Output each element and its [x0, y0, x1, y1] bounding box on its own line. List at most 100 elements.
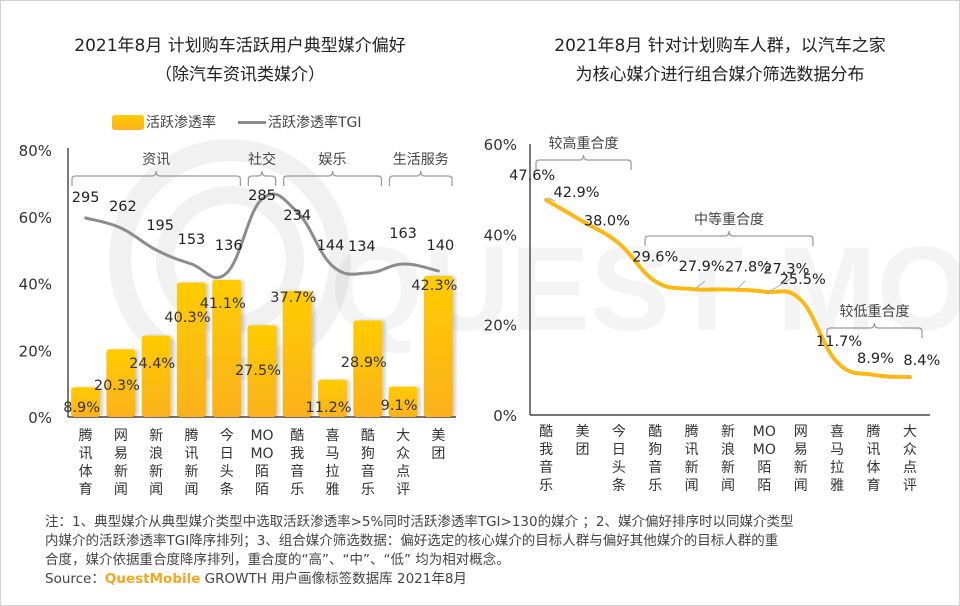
bar [141, 335, 171, 417]
x-category-label: 腾 [79, 427, 93, 444]
bar-value-label: 8.9% [63, 400, 100, 416]
point-value-label: 47.6% [509, 168, 555, 184]
x-category-label: 闻 [149, 482, 163, 498]
group-0-label: 资讯 [142, 152, 170, 168]
left-title-line1: 2021年8月 计划购车活跃用户典型媒介偏好 [74, 36, 406, 56]
point-value-label: 8.4% [903, 353, 940, 369]
bar [71, 387, 101, 417]
bar-value-label: 41.1% [200, 296, 246, 312]
y-tick-label: 80% [19, 142, 52, 160]
bar-value-label: 24.4% [129, 356, 175, 372]
x-category-label: 音 [539, 459, 553, 476]
x-category-label: 雅 [830, 478, 844, 494]
bar [423, 275, 453, 417]
tgi-label: 262 [109, 199, 137, 215]
x-category-label: 马 [326, 446, 340, 462]
x-category-label: 易 [794, 442, 808, 458]
tgi-label: 140 [427, 238, 455, 254]
x-category-label: 喜 [830, 424, 844, 440]
x-category-label: 腾 [184, 427, 198, 444]
x-category-label: 音 [290, 463, 304, 480]
x-category-label: 美 [576, 424, 590, 440]
x-category-label: 乐 [648, 478, 662, 494]
bar-value-label: 40.3% [164, 310, 210, 326]
x-category-label: MO [250, 446, 273, 462]
x-category-label: 狗 [361, 446, 375, 462]
group-5-bracket [247, 170, 277, 186]
x-category-label: 闻 [184, 482, 198, 498]
y-tick-label: 60% [19, 209, 52, 227]
point-value-label: 25.5% [780, 272, 826, 288]
x-category-label: 易 [114, 446, 128, 462]
x-category-label: 音 [648, 459, 662, 476]
x-category-label: 头 [220, 464, 234, 480]
x-category-label: 大 [396, 428, 410, 444]
x-category-label: 条 [220, 481, 234, 498]
x-category-label: 团 [576, 442, 590, 458]
x-category-label: 腾 [866, 423, 880, 440]
x-category-label: 众 [903, 442, 917, 458]
y-tick-label: 60% [484, 136, 517, 154]
x-category-label: 拉 [830, 460, 844, 476]
x-category-label: 雅 [326, 482, 340, 498]
bar [247, 325, 277, 417]
x-category-label: MO [753, 424, 776, 440]
x-category-label: 浪 [721, 442, 735, 458]
bar-value-label: 27.5% [235, 363, 281, 379]
overlap-group-1-bracket [644, 230, 814, 246]
note-line-1: 注：1、典型媒介从典型媒介类型中选取活跃渗透率>5%同时活跃渗透率TGI>130… [45, 514, 794, 530]
x-category-label: 头 [612, 460, 626, 476]
group-9-bracket [388, 170, 453, 186]
overlap-line [544, 198, 912, 380]
x-category-label: 酷 [290, 428, 304, 444]
x-category-label: 体 [79, 464, 93, 480]
bar [282, 291, 312, 417]
x-category-label: 众 [396, 446, 410, 462]
tgi-label: 295 [72, 190, 100, 206]
x-category-label: 讯 [685, 442, 699, 458]
group-6-bracket [283, 170, 383, 186]
note-line-2: 内媒介的活跃渗透率TGI降序排列；3、组合媒介筛选数据：偏好选定的核心媒介的目标… [45, 533, 779, 549]
x-category-label: 浪 [149, 446, 163, 462]
bar-value-label: 42.3% [411, 278, 457, 294]
source-brand: QuestMobile [104, 571, 201, 587]
right-title-line2: 为核心媒介进行组合媒介筛选数据分布 [575, 65, 865, 85]
x-category-label: 陌 [757, 460, 771, 476]
bar [353, 320, 383, 417]
x-category-label: 育 [866, 478, 880, 494]
leader-line [547, 197, 556, 202]
x-category-label: 网 [794, 424, 808, 440]
bar [176, 282, 206, 417]
y-tick-label: 40% [19, 276, 52, 294]
bar-value-label: 20.3% [94, 378, 140, 394]
point-value-label: 27.9% [679, 259, 725, 275]
x-category-label: 日 [612, 442, 626, 458]
x-category-label: 美 [431, 428, 445, 444]
x-category-label: 新 [149, 428, 163, 444]
x-category-label: 新 [794, 460, 808, 476]
bar [212, 279, 242, 417]
x-category-label: 今 [612, 424, 626, 440]
x-category-label: 新 [184, 464, 198, 480]
x-category-label: 闻 [794, 478, 808, 494]
x-category-label: 喜 [326, 428, 340, 444]
x-category-label: 体 [866, 460, 880, 476]
x-category-label: 腾 [685, 423, 699, 440]
leader-line [694, 280, 706, 290]
x-category-label: MO [753, 442, 776, 458]
y-tick-label: 20% [484, 317, 517, 335]
group-0-bracket [71, 170, 241, 186]
x-category-label: 新 [685, 460, 699, 476]
point-value-label: 27.8% [725, 259, 771, 275]
x-category-label: 马 [830, 442, 844, 458]
point-value-label: 27.3% [763, 262, 809, 278]
left-chart-title: 2021年8月 计划购车活跃用户典型媒介偏好 （除汽车资讯类媒介） [0, 32, 480, 90]
x-category-label: 条 [612, 477, 626, 494]
x-category-label: 团 [431, 446, 445, 462]
legend-bar-label: 活跃渗透率 [146, 115, 216, 131]
right-chart: 0% 20% 40% 60% 47.6%42.9% 38.0% 29.6%27.9% 27.8… [484, 135, 941, 494]
bar [318, 379, 348, 417]
overlap-group-1-label: 中等重合度 [694, 211, 764, 228]
